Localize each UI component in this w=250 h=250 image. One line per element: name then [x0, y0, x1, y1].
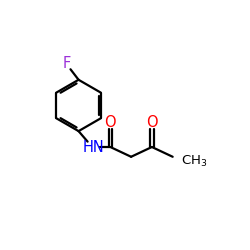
Text: HN: HN: [82, 140, 104, 154]
Text: CH$_3$: CH$_3$: [181, 154, 207, 169]
Text: F: F: [62, 56, 70, 71]
Text: O: O: [104, 115, 116, 130]
Text: O: O: [146, 115, 158, 130]
